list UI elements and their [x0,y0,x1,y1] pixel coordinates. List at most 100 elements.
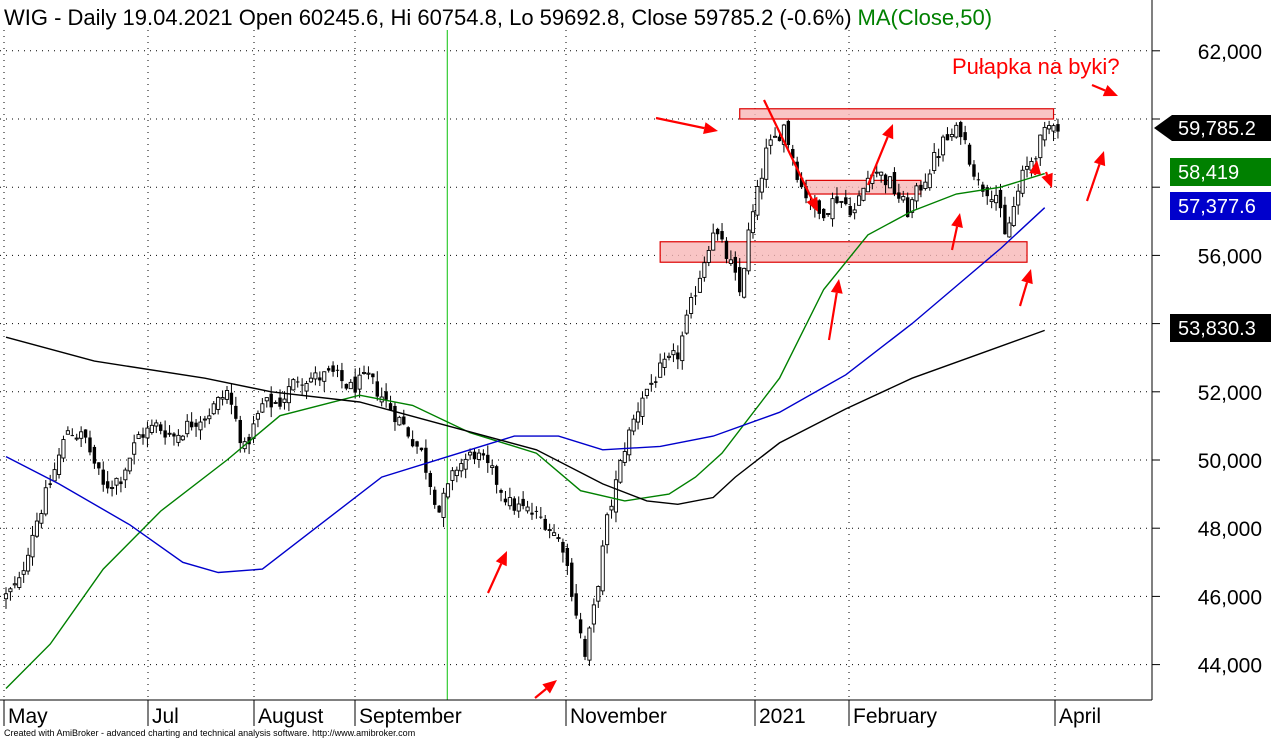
candle-body-down [88,437,92,453]
candle-body-up [468,451,473,456]
candle-body-up [547,529,552,532]
candle [48,474,52,489]
x-axis-label: August [258,705,324,728]
resistance-zone [739,108,1055,120]
y-tick-label: 56,000 [1198,245,1262,268]
candle [609,499,614,519]
arrow [763,99,818,212]
candle [989,190,994,209]
x-axis-label: Jul [152,705,179,728]
candle [764,138,769,188]
candle-body-up [662,358,667,368]
candle-body-down [189,421,194,428]
candle-body-up [671,350,676,356]
candle-body-down [415,441,419,447]
candle [861,187,866,202]
candle-body-up [989,199,994,203]
candle [596,585,601,608]
candle [481,449,486,460]
candle [366,366,371,380]
candle-body-down [410,439,415,447]
candle-body-up [167,432,172,435]
arrow-head [951,213,963,228]
candle [967,142,972,167]
candle [123,467,128,489]
price-tag-label: 58,419 [1178,162,1239,184]
candle-body-up [1011,206,1016,227]
candle [43,480,48,517]
candle [415,440,419,454]
candle-body-up [61,439,66,459]
candle [530,502,534,520]
candle-body-down [738,267,742,293]
candle-body-up [1020,169,1025,194]
arrow [827,279,843,341]
candle-body-up [627,429,632,456]
candle-body-down [777,136,782,142]
candle-body-up [746,229,751,272]
candle [959,120,963,145]
candle-body-up [176,434,181,443]
candle-body-up [180,435,185,441]
candle-body-down [835,196,839,204]
candle-body-down [83,429,88,438]
arrow-shaft [534,688,547,699]
candle-body-up [21,570,26,575]
candle [348,379,353,390]
candle-body-down [481,453,486,456]
candle [600,540,605,596]
candle-body-down [724,240,729,259]
candle-body-down [402,416,406,425]
candle-body-down [229,392,234,405]
candle-body-up [454,469,459,477]
candle [613,470,619,523]
candle-body-up [622,451,627,463]
candle [260,398,265,414]
candle [804,180,808,204]
candle [296,376,300,388]
candle-body-down [433,489,437,505]
arrow [1085,151,1106,202]
arrow-head [1029,160,1042,175]
candle [1051,123,1056,142]
x-axis-label: February [853,705,938,728]
candle-body-up [764,147,769,180]
arrow [1041,171,1053,188]
candle-body-up [216,396,221,410]
moving-averages [5,172,1046,689]
candle [539,507,543,520]
candle-body-down [976,179,981,181]
candle [437,504,441,513]
candle [490,459,495,475]
annotation-bull-trap: Pułapka na byki? [952,54,1120,79]
candle-body-up [490,465,495,468]
candle [313,366,318,386]
candle-body-up [609,505,614,511]
candle-body-up [826,213,831,215]
candle-body-down [817,200,821,214]
candle-body-up [636,411,641,423]
candle [92,444,97,469]
candle-body-up [728,259,733,264]
price-tag-label: 57,377.6 [1178,196,1256,218]
candle [247,433,251,455]
candle-body-down [530,512,534,515]
candle [402,409,406,426]
candle-body-down [238,419,242,444]
candle [110,480,115,497]
candle [8,587,13,601]
candle [887,175,893,189]
candle-body-up [865,177,870,193]
candle-body-down [565,547,570,566]
candle-body-down [534,510,539,512]
candle [976,172,981,186]
price-tag: 53,830.3 [1170,314,1271,342]
chart-header: WIG - Daily 19.04.2021 Open 60245.6, Hi … [4,5,992,30]
candle-body-up [1007,222,1012,238]
candle-body-up [56,454,62,475]
candle [207,408,212,425]
candle-body-up [525,506,530,512]
candle [676,345,680,370]
candle [428,470,433,495]
candle [34,512,39,538]
